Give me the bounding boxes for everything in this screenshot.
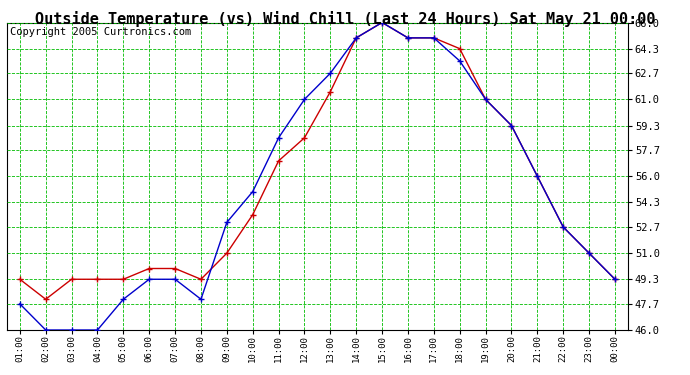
Text: Copyright 2005 Curtronics.com: Copyright 2005 Curtronics.com xyxy=(10,27,191,37)
Text: Outside Temperature (vs) Wind Chill (Last 24 Hours) Sat May 21 00:00: Outside Temperature (vs) Wind Chill (Las… xyxy=(34,11,655,27)
